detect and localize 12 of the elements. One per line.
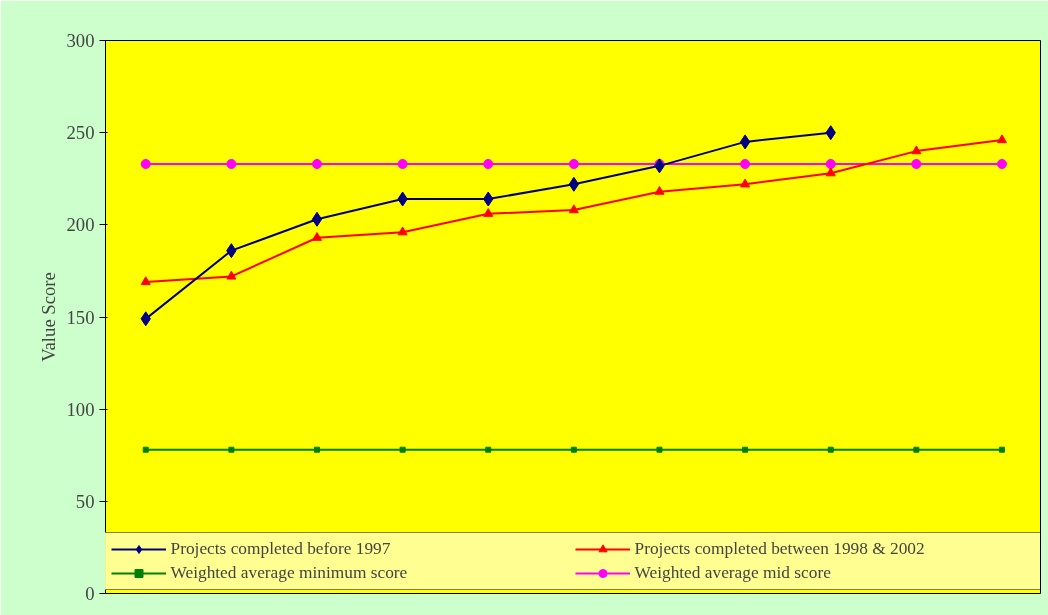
y-axis-title: Value Score bbox=[37, 272, 59, 362]
legend-label: Weighted average mid score bbox=[634, 563, 832, 583]
y-tick-label: 0 bbox=[85, 583, 95, 604]
y-tick-label: 300 bbox=[66, 30, 95, 51]
y-tick-label: 150 bbox=[66, 306, 95, 328]
y-tick-label: 50 bbox=[75, 490, 95, 512]
legend-label: Projects completed before 1997 bbox=[170, 539, 392, 559]
y-tick-label: 100 bbox=[66, 398, 95, 420]
y-tick-label: 200 bbox=[66, 214, 95, 236]
legend-label: Projects completed between 1998 & 2002 bbox=[634, 539, 926, 559]
y-tick-label: 250 bbox=[66, 122, 95, 144]
legend-label: Weighted average minimum score bbox=[170, 563, 409, 583]
